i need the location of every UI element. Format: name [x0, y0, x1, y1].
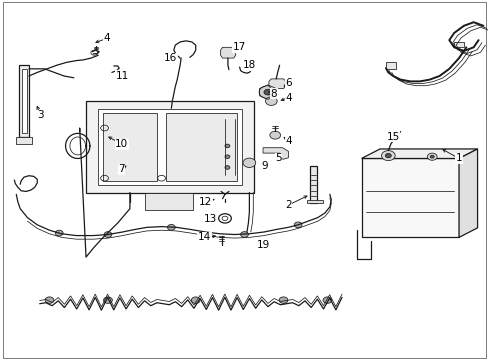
Circle shape [224, 155, 229, 158]
Circle shape [381, 150, 394, 161]
Circle shape [240, 231, 248, 237]
Circle shape [55, 230, 63, 236]
Text: 4: 4 [103, 33, 110, 43]
Polygon shape [98, 109, 242, 185]
Circle shape [429, 155, 433, 158]
Text: 9: 9 [261, 161, 268, 171]
Polygon shape [310, 166, 316, 203]
Text: 17: 17 [232, 42, 246, 52]
Circle shape [269, 131, 280, 139]
Text: 10: 10 [115, 139, 128, 149]
Text: 3: 3 [37, 111, 44, 121]
Polygon shape [268, 79, 285, 89]
Circle shape [243, 158, 255, 167]
Text: 6: 6 [285, 78, 291, 88]
Circle shape [323, 297, 331, 303]
Text: 5: 5 [275, 153, 282, 163]
Text: 12: 12 [199, 197, 212, 207]
Polygon shape [458, 149, 477, 237]
Text: 4: 4 [285, 136, 291, 145]
Text: 2: 2 [285, 200, 291, 210]
Circle shape [265, 97, 277, 105]
Text: 11: 11 [116, 71, 129, 81]
Text: 1: 1 [455, 153, 462, 163]
Circle shape [167, 225, 175, 230]
Circle shape [385, 153, 390, 158]
Circle shape [224, 144, 229, 148]
Polygon shape [144, 193, 193, 211]
Circle shape [264, 89, 271, 95]
Text: 19: 19 [256, 239, 269, 249]
Circle shape [103, 297, 112, 303]
Text: 15: 15 [386, 132, 399, 142]
Polygon shape [453, 42, 463, 47]
Circle shape [104, 231, 112, 237]
Polygon shape [86, 101, 254, 193]
Circle shape [259, 86, 276, 99]
Text: 7: 7 [118, 164, 124, 174]
Polygon shape [220, 47, 235, 58]
Polygon shape [21, 69, 26, 134]
Circle shape [45, 297, 54, 303]
Text: 18: 18 [242, 60, 256, 70]
Polygon shape [361, 149, 477, 158]
Polygon shape [19, 65, 29, 137]
Circle shape [191, 297, 200, 303]
Polygon shape [166, 113, 237, 181]
Text: 8: 8 [270, 89, 277, 99]
Circle shape [294, 222, 302, 228]
Polygon shape [103, 113, 157, 181]
Text: 13: 13 [203, 215, 217, 224]
Text: 4: 4 [285, 93, 291, 103]
Text: 14: 14 [198, 232, 211, 242]
Text: 16: 16 [163, 53, 177, 63]
Circle shape [427, 153, 436, 160]
Polygon shape [385, 62, 395, 69]
Circle shape [224, 166, 229, 169]
Polygon shape [16, 137, 32, 144]
Polygon shape [306, 200, 322, 203]
Polygon shape [263, 148, 288, 159]
Circle shape [279, 297, 287, 303]
Polygon shape [361, 158, 458, 237]
